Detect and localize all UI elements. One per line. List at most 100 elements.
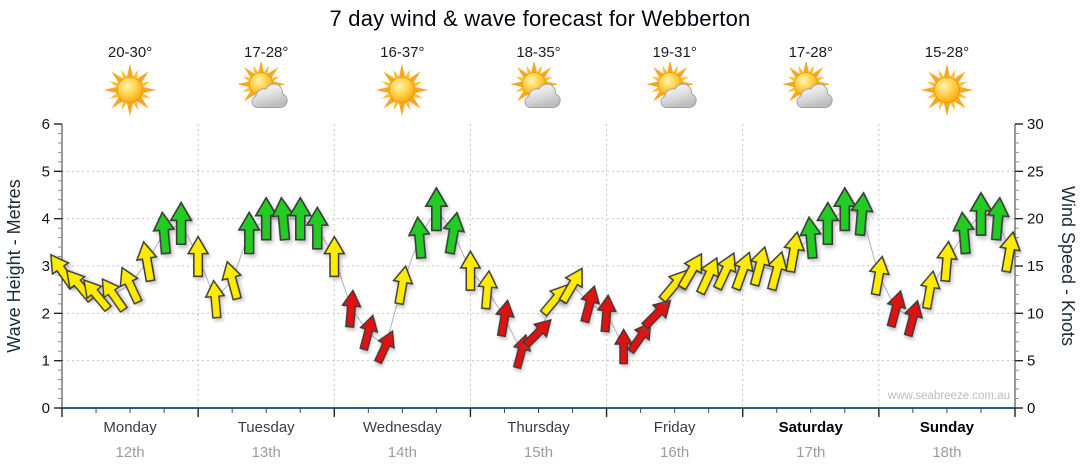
wind-arrow-shape: [169, 200, 193, 246]
wind-arrow: [221, 260, 243, 301]
wind-arrow: [712, 251, 737, 292]
wind-arrow: [152, 210, 176, 255]
wind-arrow-shape: [83, 278, 113, 313]
wind-arrow-shape: [986, 196, 1011, 241]
wind-arrow-shape: [341, 289, 362, 328]
wind-arrow: [459, 249, 482, 291]
day-date: 18th: [932, 444, 962, 461]
wind-arrow-shape: [237, 210, 261, 255]
wind-arrow: [359, 314, 379, 352]
wind-arrow-shape: [558, 267, 583, 305]
wind-arrow: [204, 279, 226, 319]
day-date: 12th: [115, 444, 145, 461]
wind-arrow-shape: [712, 251, 737, 292]
wind-arrow: [783, 230, 806, 274]
wind-arrow-shape: [221, 260, 243, 301]
wind-arrow: [169, 200, 193, 246]
day-name: Sunday: [919, 419, 975, 436]
wind-arrow: [288, 196, 313, 241]
wind-arrow: [476, 269, 499, 310]
wind-arrow: [341, 289, 362, 328]
wind-arrow-shape: [919, 269, 941, 310]
wind-arrow-shape: [641, 299, 672, 330]
day-name: Tuesday: [237, 419, 295, 436]
day-name: Friday: [653, 419, 696, 436]
wind-arrow-shape: [305, 205, 330, 250]
day-date: 13th: [251, 444, 281, 461]
wind-arrow: [558, 267, 583, 305]
wind-arrow-shape: [998, 230, 1022, 274]
wind-arrow: [596, 293, 618, 333]
wind-arrow-shape: [288, 196, 313, 241]
wind-arrow: [886, 289, 907, 329]
wind-arrow-shape: [903, 299, 924, 338]
day-name: Wednesday: [362, 419, 442, 436]
day-name: Saturday: [778, 419, 843, 436]
wind-arrow-shape: [476, 269, 499, 310]
day-date: 14th: [387, 444, 417, 461]
wind-arrow-shape: [952, 210, 976, 255]
wind-axis-tick-label: 5: [1027, 353, 1035, 370]
wind-arrow: [952, 210, 976, 255]
chart-title: 7 day wind & wave forecast for Webberton: [329, 6, 751, 31]
day-temperature: 17-28°: [788, 44, 833, 61]
wind-arrow: [424, 186, 449, 232]
wave-axis-tick-label: 0: [42, 400, 50, 417]
wind-axis-tick-label: 30: [1027, 116, 1044, 133]
wind-arrow: [731, 251, 754, 292]
wind-arrow: [919, 269, 941, 310]
wind-axis-tick-label: 10: [1027, 305, 1044, 322]
wind-arrow: [392, 264, 414, 306]
wind-arrow: [677, 252, 703, 291]
wind-arrow: [119, 266, 143, 305]
day-name: Monday: [103, 419, 157, 436]
wind-arrow-shape: [935, 240, 959, 283]
wind-arrow-shape: [323, 235, 346, 278]
wind-arrow: [186, 235, 210, 278]
wave-axis-tick-label: 6: [42, 116, 50, 133]
day-date: 16th: [660, 444, 690, 461]
day-temperature: 16-37°: [380, 44, 425, 61]
wind-arrow-shape: [580, 284, 601, 324]
day-temperature: 15-28°: [924, 44, 970, 61]
day-date: 17th: [796, 444, 826, 461]
watermark: www.seabreeze.com.au: [887, 390, 1010, 402]
wind-arrow-shape: [815, 200, 840, 246]
wind-arrow-shape: [373, 329, 395, 365]
wind-arrow-shape: [677, 252, 703, 291]
day-name: Thursday: [507, 419, 570, 436]
wave-axis-tick-label: 5: [42, 163, 50, 180]
wind-arrow: [83, 278, 113, 313]
wind-arrow-shape: [459, 249, 482, 291]
wind-arrow-shape: [119, 266, 143, 305]
wind-arrow: [373, 329, 395, 365]
wind-arrow-shape: [731, 251, 754, 292]
wind-arrow-shape: [799, 215, 823, 260]
wind-arrow: [237, 210, 261, 255]
wind-axis-tick-label: 20: [1027, 211, 1044, 228]
wind-arrow-shape: [783, 230, 806, 274]
wave-axis-title: Wave Height - Metres: [4, 179, 24, 352]
wind-arrow: [442, 211, 466, 255]
wind-arrow: [580, 284, 601, 324]
wind-arrow: [986, 196, 1011, 241]
wind-arrow-shape: [359, 314, 379, 352]
wind-arrow: [998, 230, 1022, 274]
wind-arrow: [494, 299, 515, 338]
day-temperature: 17-28°: [244, 44, 289, 61]
wind-arrow-shape: [407, 215, 431, 260]
wind-arrow-shape: [135, 240, 158, 283]
wind-arrow-shape: [626, 321, 652, 355]
wind-axis-tick-label: 25: [1027, 163, 1044, 180]
wind-axis-tick-label: 15: [1027, 258, 1044, 275]
wind-arrow-shape: [522, 318, 552, 349]
wind-arrow-shape: [494, 299, 515, 338]
wind-arrow: [407, 215, 431, 260]
wave-axis-tick-label: 4: [42, 211, 50, 228]
wind-arrow-shape: [442, 211, 466, 255]
wind-arrow: [135, 240, 158, 283]
wind-arrow: [641, 299, 672, 330]
wind-arrow-shape: [596, 293, 618, 333]
wind-arrow: [626, 321, 652, 355]
